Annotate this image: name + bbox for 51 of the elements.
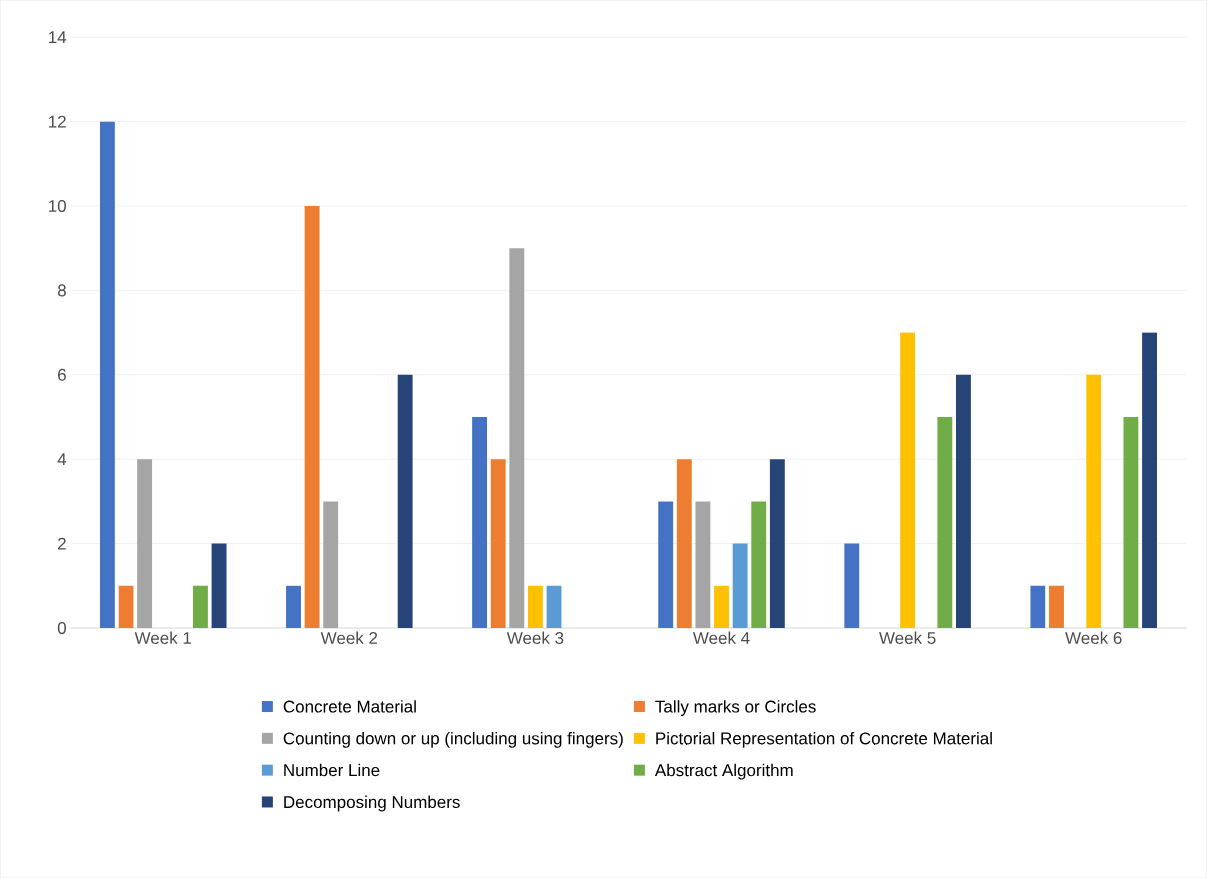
bar [397,374,413,628]
y-tick-label: 6 [58,368,66,381]
bar [509,248,525,628]
y-tick-label: 8 [57,284,66,297]
bar [1049,585,1064,628]
y-tick-label: 12 [49,115,66,128]
bar [1086,374,1102,628]
y-tick-label: 14 [49,31,67,43]
y-tick-label: 10 [49,199,66,212]
x-tick-label: Week 4 [692,631,750,644]
legend-label: Decomposing Numbers [284,795,460,812]
y-tick-label: 4 [57,453,67,465]
bar [304,205,320,628]
bar [211,543,227,628]
legend-label: Tally marks or Circles [655,700,816,716]
x-tick-label: Week 6 [1065,631,1122,644]
x-tick-label: Week 5 [879,631,936,644]
bar [751,501,767,628]
bar [1030,585,1046,628]
legend-label: Pictorial Representation of Concrete Material [656,731,992,748]
bar [769,459,785,628]
bar [1123,416,1139,628]
bar [490,459,506,628]
x-tick-label: Week 2 [320,631,378,644]
bar [695,501,711,628]
bar [937,416,953,628]
legend-label: Abstract Algorithm [654,763,793,780]
bar [137,459,153,628]
bar [118,585,134,628]
bar [99,121,115,628]
bar [1142,332,1157,628]
bar [714,585,729,628]
bar [193,585,208,628]
bar [844,543,860,628]
bar [546,585,562,628]
y-tick-label: 2 [58,537,66,550]
bar [472,416,488,628]
legend-label: Concrete Material [283,700,416,713]
x-tick-label: Week 3 [506,631,564,644]
bar [323,501,339,628]
bar [900,332,916,628]
bar [676,459,692,628]
bar [956,374,971,628]
bar [658,501,674,628]
bar [527,585,543,628]
legend-label: Number Line [284,763,380,777]
bar [732,543,748,628]
y-tick-label: 0 [57,621,66,634]
legend-label: Counting down or up (including using fingers) [283,731,623,748]
x-tick-label: Week 1 [134,631,192,644]
bar [286,585,301,628]
